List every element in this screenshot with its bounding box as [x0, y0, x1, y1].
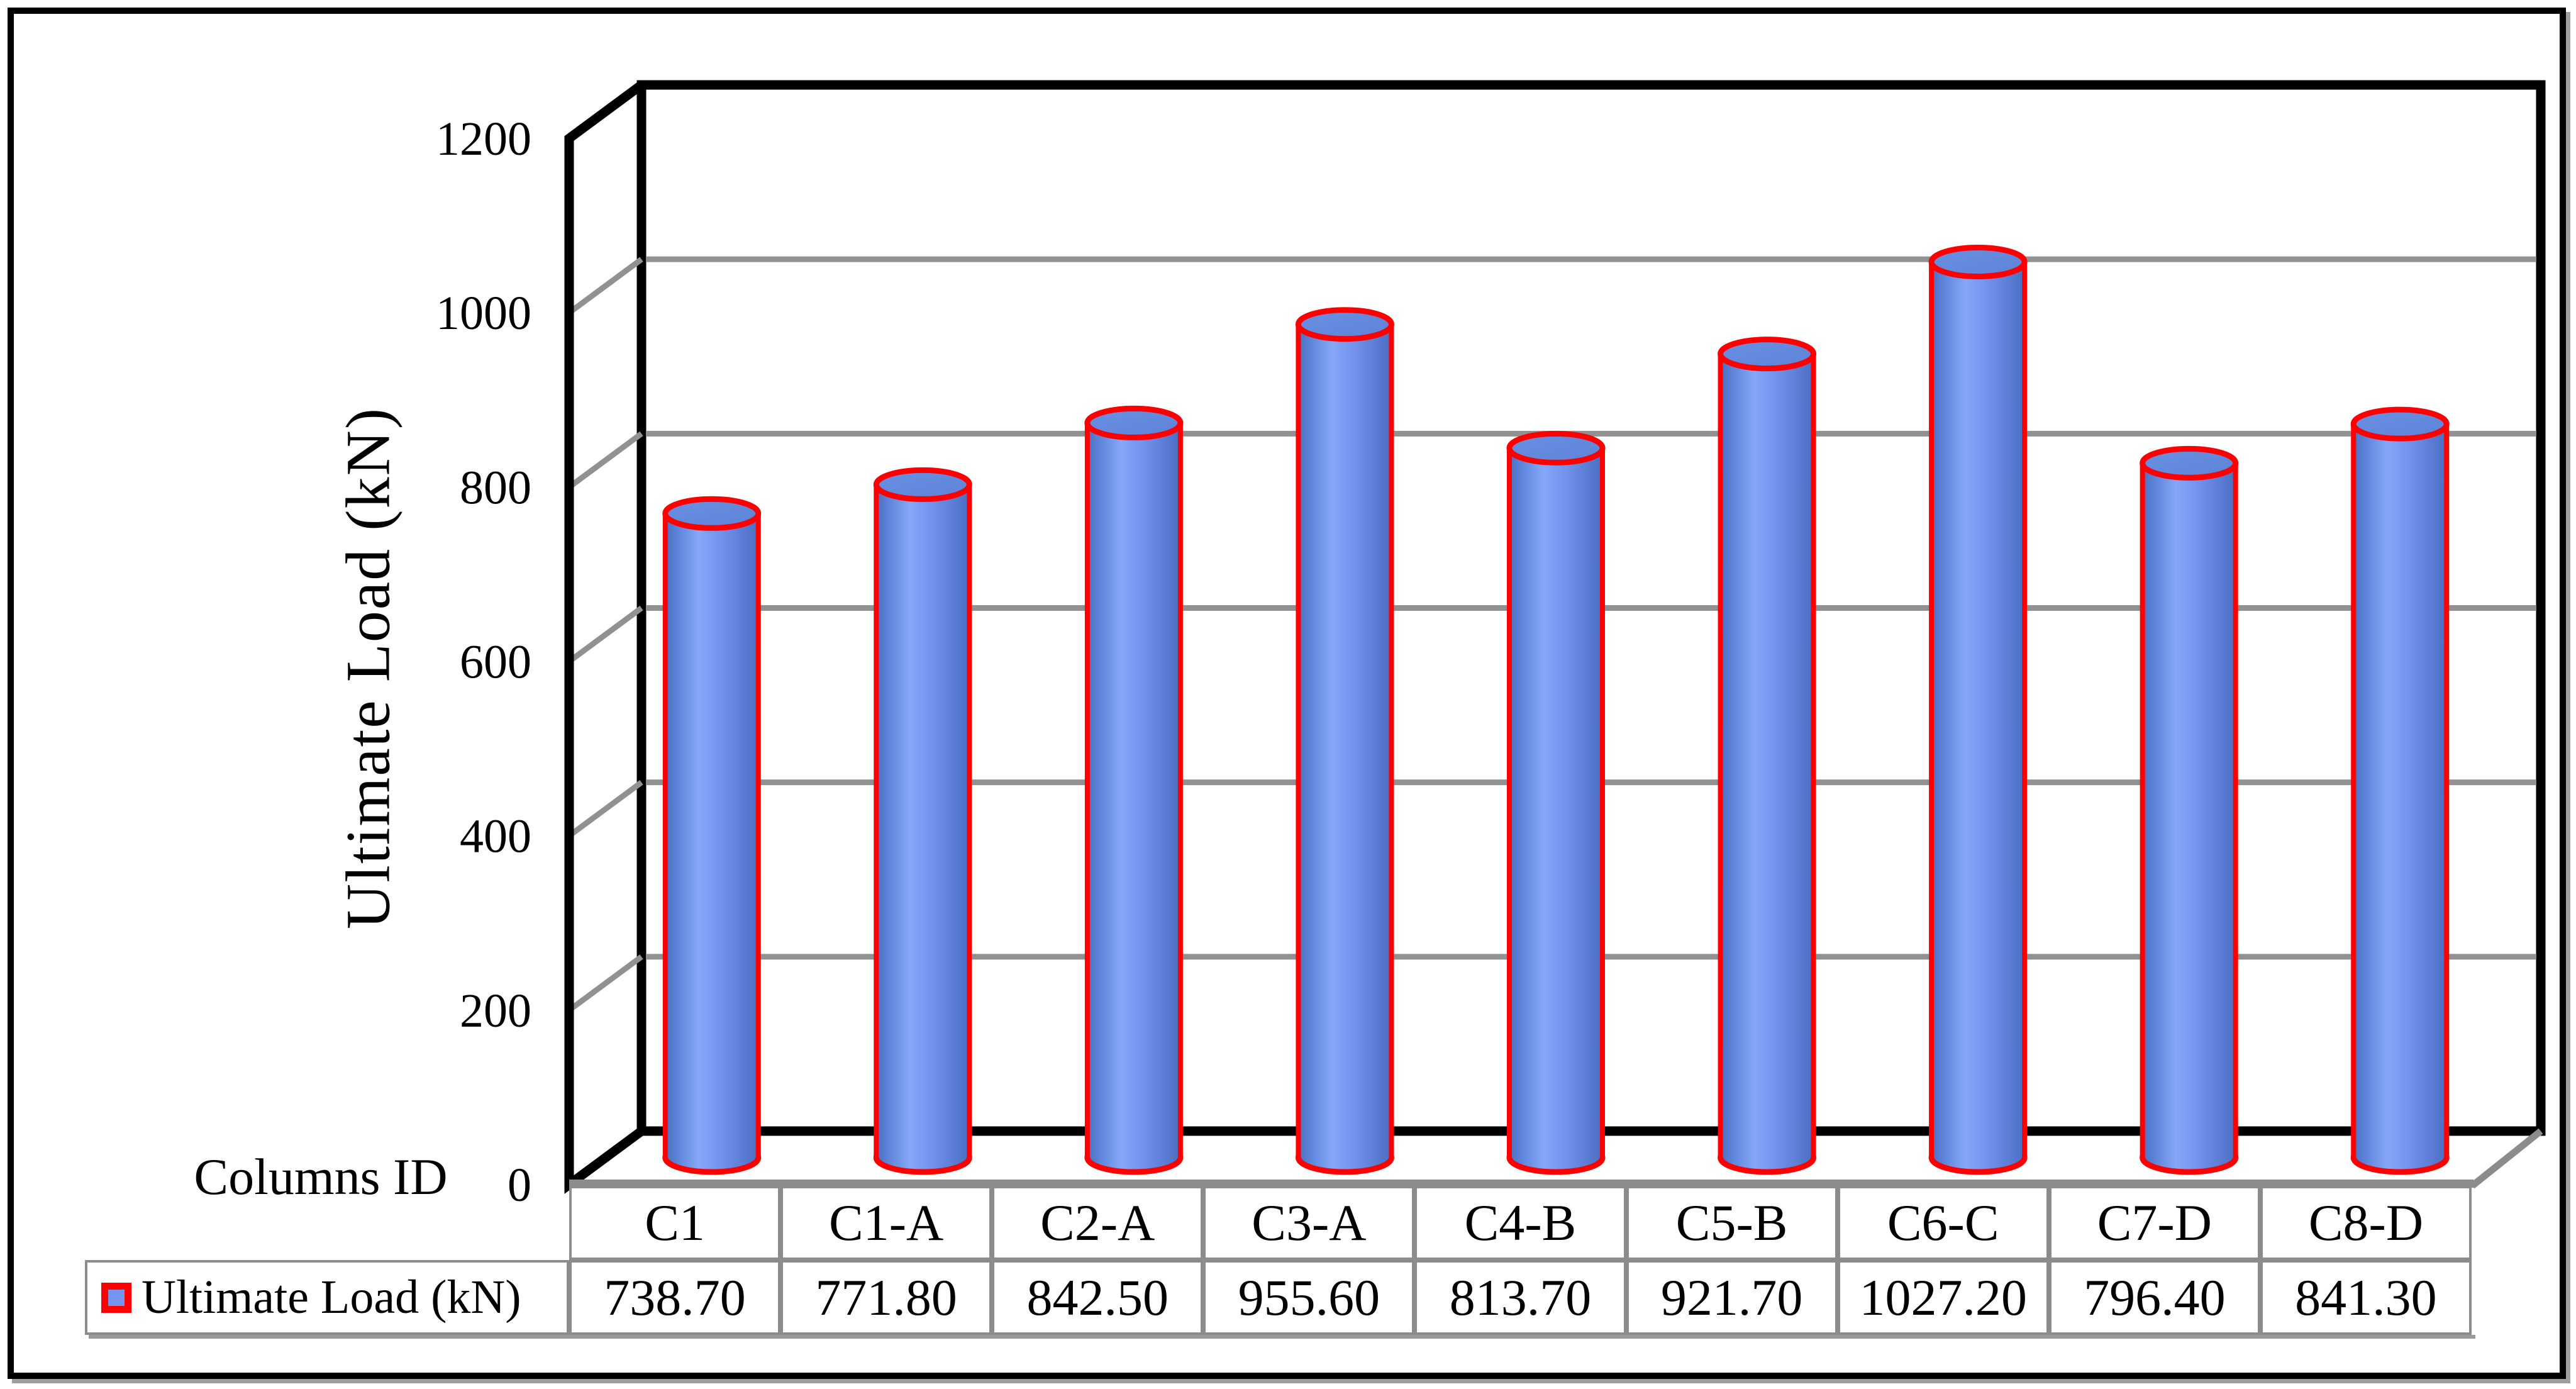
cylinder-bar-C4-B	[1506, 430, 1606, 1175]
table-value-cell: 841.30	[2260, 1260, 2472, 1335]
cylinder-body	[876, 484, 970, 1158]
y-tick-label: 400	[460, 810, 531, 863]
cylinder-body	[1298, 324, 1392, 1158]
table-value-cell: 771.80	[780, 1260, 992, 1335]
y-tick-label: 1000	[436, 287, 531, 340]
cylinder-body	[1931, 262, 2025, 1158]
cylinder-top	[1084, 405, 1184, 440]
cylinder-top	[1928, 244, 2028, 279]
table-value-cell: 1027.20	[1837, 1260, 2049, 1335]
table-category-cell: C1-A	[780, 1186, 992, 1260]
table-shadow	[89, 1335, 2475, 1339]
cylinder-top	[662, 496, 762, 531]
table-value-cell: 796.40	[2048, 1260, 2260, 1335]
cylinder-bar-C7-D	[2140, 445, 2239, 1175]
cylinder-bar-C5-B	[1718, 337, 1817, 1175]
cylinder-body	[1509, 448, 1602, 1158]
table-category-cell: C3-A	[1203, 1186, 1415, 1260]
floor-right-edge	[2470, 1128, 2543, 1189]
table-category-cell: C7-D	[2048, 1186, 2260, 1260]
cylinder-bar-C8-D	[2350, 406, 2450, 1175]
cylinder-bar-C2-A	[1084, 405, 1184, 1175]
legend-key-icon	[101, 1282, 131, 1313]
cylinder-bar-C1-A	[873, 467, 972, 1175]
table-value-cell: 921.70	[1626, 1260, 1838, 1335]
y-tick-label: 1200	[436, 113, 531, 165]
cylinder-top	[2350, 406, 2450, 442]
cylinder-body	[1087, 423, 1180, 1158]
cylinder-body	[2142, 463, 2236, 1158]
table-row-header-cell: Ultimate Load (kN)	[85, 1260, 569, 1335]
cylinder-top	[1506, 430, 1606, 466]
cylinder-top	[873, 467, 972, 502]
x-axis-title: Columns ID	[194, 1148, 448, 1205]
table-category-cell: C5-B	[1626, 1186, 1838, 1260]
y-tick-label: 600	[460, 636, 531, 689]
cylinder-bar-C1	[662, 496, 762, 1175]
table-category-cell: C6-C	[1837, 1186, 2049, 1260]
cylinder-top	[2140, 445, 2239, 481]
gridline-side	[567, 605, 643, 664]
table-category-cell: C1	[569, 1186, 781, 1260]
cylinder-body	[1720, 354, 1814, 1158]
y-tick-label: 800	[460, 461, 531, 514]
gridline-side	[567, 780, 643, 839]
cylinder-body	[2353, 424, 2447, 1158]
table-value-cell: 842.50	[992, 1260, 1204, 1335]
table-category-cell: C4-B	[1414, 1186, 1626, 1260]
cylinder-bar-C3-A	[1295, 307, 1394, 1175]
side-wall-edges	[564, 81, 645, 1194]
legend-label: Ultimate Load (kN)	[142, 1271, 521, 1324]
gridline-side	[567, 431, 643, 489]
table-value-cell: 955.60	[1203, 1260, 1415, 1335]
cylinder-bar-C6-C	[1928, 244, 2028, 1175]
y-tick-label: 200	[460, 985, 531, 1037]
table-category-cell: C2-A	[992, 1186, 1204, 1260]
table-value-cell: 738.70	[569, 1260, 781, 1335]
gridline-side	[567, 257, 643, 315]
table-category-cell: C8-D	[2260, 1186, 2472, 1260]
cylinder-top	[1718, 337, 1817, 372]
gridline-side	[567, 954, 643, 1013]
table-value-cell: 813.70	[1414, 1260, 1626, 1335]
y-tick-label: 0	[508, 1159, 531, 1212]
cylinder-body	[665, 513, 758, 1158]
cylinder-top	[1295, 307, 1394, 342]
